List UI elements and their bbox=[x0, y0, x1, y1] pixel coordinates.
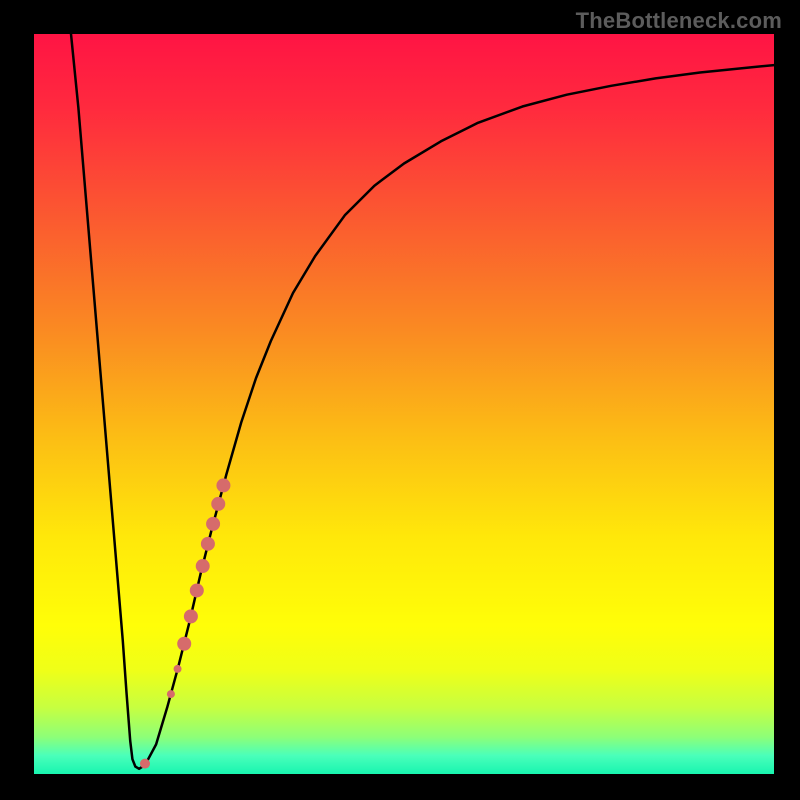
heat-background bbox=[34, 34, 774, 774]
marker-dot bbox=[184, 609, 198, 623]
marker-dot bbox=[206, 517, 220, 531]
marker-dot bbox=[196, 559, 210, 573]
marker-dot bbox=[177, 637, 191, 651]
marker-dot bbox=[140, 759, 150, 769]
marker-dot bbox=[201, 537, 215, 551]
plot-area bbox=[34, 34, 774, 774]
marker-dot bbox=[174, 665, 182, 673]
marker-dot bbox=[167, 690, 175, 698]
marker-dot bbox=[190, 583, 204, 597]
marker-dot bbox=[211, 497, 225, 511]
watermark-text: TheBottleneck.com bbox=[576, 8, 782, 34]
marker-dot bbox=[216, 478, 230, 492]
chart-frame: TheBottleneck.com bbox=[0, 0, 800, 800]
chart-svg bbox=[34, 34, 774, 774]
